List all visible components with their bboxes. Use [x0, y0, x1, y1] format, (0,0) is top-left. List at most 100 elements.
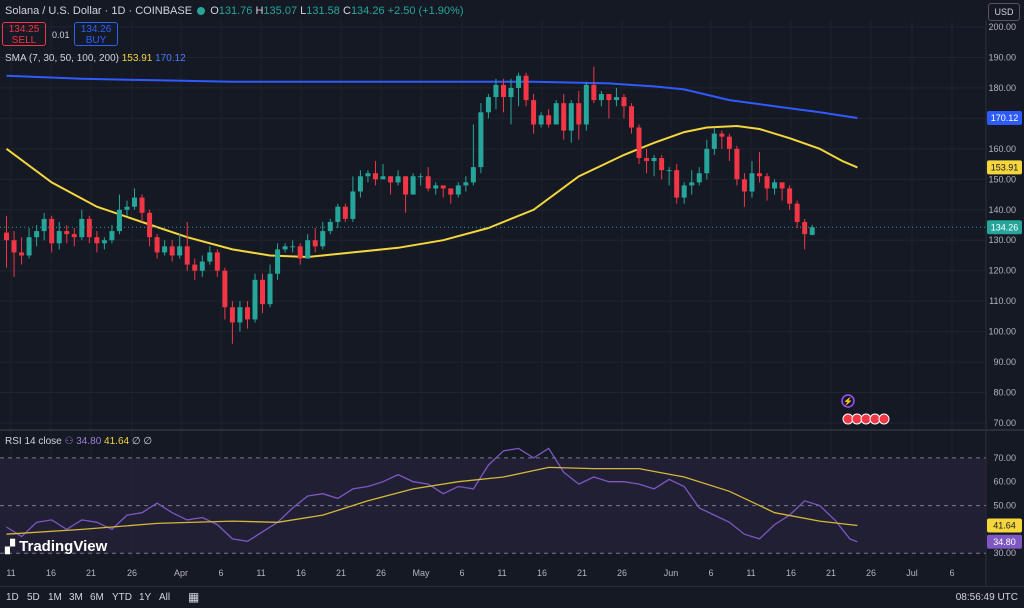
- candle-body: [644, 157, 650, 162]
- sma-legend-label: SMA (7, 30, 50, 100, 200): [5, 53, 119, 64]
- time-tick-label: 16: [537, 568, 547, 578]
- sma-legend[interactable]: SMA (7, 30, 50, 100, 200) 153.91 170.12: [5, 53, 186, 64]
- candle-body: [320, 231, 326, 247]
- candle-body: [350, 191, 356, 219]
- sell-button[interactable]: 134.25 SELL: [2, 22, 46, 46]
- range-all[interactable]: All: [159, 592, 171, 603]
- time-tick-label: Jun: [664, 568, 679, 578]
- sma-fast-axis-label-box: [987, 160, 1022, 175]
- candle-body: [237, 307, 243, 323]
- candle-body: [689, 182, 695, 186]
- price-tick-label: 90.00: [993, 357, 1016, 367]
- candle-body: [621, 97, 627, 107]
- candle-body: [455, 185, 461, 195]
- candle-body: [357, 176, 363, 192]
- candle-body: [425, 176, 431, 189]
- time-tick-label: 6: [218, 568, 223, 578]
- candle-body: [342, 206, 348, 219]
- candle-body: [380, 176, 386, 180]
- candle-body: [79, 218, 85, 238]
- rsi-tick-label: 70.00: [993, 453, 1016, 463]
- range-1m[interactable]: 1M: [48, 592, 62, 603]
- last-price-axis-label: 134.26: [991, 222, 1019, 232]
- price-tick-label: 160.00: [988, 144, 1016, 154]
- rsi-line: [6, 447, 858, 543]
- sma-fast-axis-label: 153.91: [991, 162, 1019, 172]
- range-5d[interactable]: 5D: [27, 592, 40, 603]
- candle-body: [809, 227, 815, 235]
- candle-body: [71, 234, 77, 238]
- candle-body: [49, 218, 55, 244]
- candle-body: [606, 94, 612, 101]
- candle-body: [493, 84, 499, 98]
- candle-body: [666, 170, 672, 172]
- candle-body: [628, 106, 634, 128]
- candle-body: [553, 103, 559, 125]
- time-tick-label: 16: [786, 568, 796, 578]
- time-tick-label: 21: [336, 568, 346, 578]
- rsi-tick-label: 60.00: [993, 477, 1016, 487]
- range-6m[interactable]: 6M: [90, 592, 104, 603]
- candle-body: [282, 246, 288, 250]
- candle-body: [109, 231, 115, 241]
- calendar-icon[interactable]: ▦: [188, 590, 200, 604]
- candle-body: [244, 307, 250, 320]
- low-value: 131.58: [306, 5, 340, 17]
- time-tick-label: Apr: [174, 568, 188, 578]
- candle-body: [613, 97, 619, 101]
- candle-body: [229, 307, 235, 323]
- time-tick-label: 6: [708, 568, 713, 578]
- candle-body: [546, 115, 552, 125]
- range-3m[interactable]: 3M: [69, 592, 83, 603]
- candle-body: [636, 127, 642, 158]
- rsi-legend-label: RSI 14 close: [5, 436, 62, 447]
- candle-body: [659, 157, 665, 171]
- candle-body: [485, 97, 491, 113]
- price-tick-label: 140.00: [988, 205, 1016, 215]
- candle-body: [372, 173, 378, 180]
- candle-body: [56, 231, 62, 244]
- time-tick-label: 6: [949, 568, 954, 578]
- candle-body: [177, 246, 183, 256]
- range-ytd[interactable]: YTD: [112, 592, 132, 603]
- candle-body: [508, 87, 514, 98]
- range-1d[interactable]: 1D: [6, 592, 19, 603]
- price-tick-label: 200.00: [988, 22, 1016, 32]
- economic-event-flag-icon: [878, 413, 890, 425]
- candle-body: [4, 232, 9, 241]
- time-tick-label: 26: [376, 568, 386, 578]
- time-tick-label: 6: [459, 568, 464, 578]
- price-tick-label: 130.00: [988, 235, 1016, 245]
- rsi-legend[interactable]: RSI 14 close ⚇ 34.80 41.64 ∅ ∅: [5, 436, 152, 447]
- candle-body: [410, 176, 416, 195]
- time-tick-label: 26: [127, 568, 137, 578]
- candle-body: [19, 252, 25, 256]
- candle-body: [41, 218, 47, 232]
- candle-body: [523, 75, 529, 101]
- candle-body: [94, 237, 100, 244]
- candle-body: [335, 206, 341, 222]
- candle-body: [222, 270, 228, 308]
- candle-body: [267, 273, 273, 305]
- rsi-legend-extra: ∅ ∅: [131, 436, 153, 447]
- currency-button[interactable]: USD: [988, 3, 1020, 21]
- candle-body: [568, 103, 574, 131]
- candle-body: [734, 148, 740, 180]
- candle-body: [86, 218, 92, 238]
- utc-clock[interactable]: 08:56:49 UTC: [955, 592, 1018, 603]
- candle-body: [418, 176, 424, 178]
- candle-body: [749, 173, 755, 192]
- range-1y[interactable]: 1Y: [139, 592, 152, 603]
- candle-body: [674, 170, 680, 198]
- candle-body: [787, 188, 793, 204]
- buy-button[interactable]: 134.26 BUY: [74, 22, 118, 46]
- candle-body: [184, 246, 190, 265]
- candle-body: [478, 112, 484, 168]
- time-tick-label: 11: [256, 568, 265, 578]
- time-tick-label: 11: [746, 568, 755, 578]
- sma-legend-value-1: 153.91: [121, 53, 153, 64]
- candle-body: [34, 231, 40, 238]
- close-value: 134.26: [350, 5, 385, 17]
- candle-body: [132, 197, 138, 207]
